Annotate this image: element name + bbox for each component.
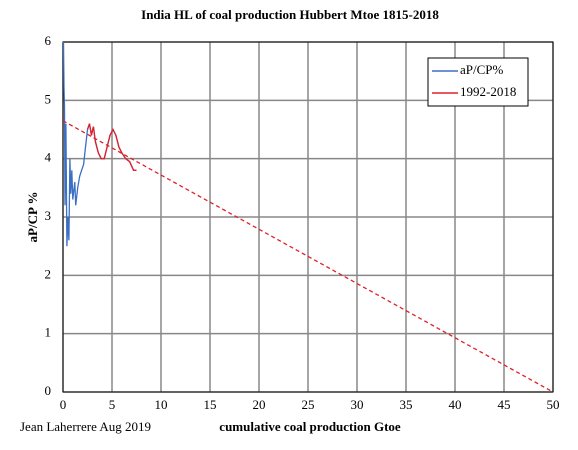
plot-frame — [62, 41, 554, 393]
y-tick-label: 4 — [45, 150, 52, 165]
x-tick-label: 25 — [302, 397, 315, 412]
y-tick-label: 3 — [45, 208, 52, 223]
y-tick-label: 1 — [45, 325, 52, 340]
x-tick-label: 40 — [449, 397, 462, 412]
x-tick-label: 50 — [547, 397, 560, 412]
chart-title: India HL of coal production Hubbert Mtoe… — [141, 7, 439, 22]
x-tick-label: 30 — [351, 397, 364, 412]
x-axis-label: cumulative coal production Gtoe — [219, 419, 401, 434]
y-axis-label: aP/CP % — [25, 192, 40, 243]
x-tick-label: 10 — [155, 397, 168, 412]
x-tick-label: 35 — [400, 397, 413, 412]
x-tick-label: 5 — [109, 397, 116, 412]
x-tick-label: 0 — [60, 397, 67, 412]
data-line — [62, 41, 137, 247]
annotation: Jean Laherrere Aug 2019 — [20, 419, 151, 434]
legend-label: 1992-2018 — [460, 84, 516, 99]
data-line — [86, 123, 137, 171]
legend-label: aP/CP% — [460, 62, 504, 77]
x-tick-label: 45 — [498, 397, 511, 412]
y-tick-label: 6 — [45, 33, 52, 48]
y-tick-label: 5 — [45, 91, 52, 106]
legend-box — [427, 57, 529, 107]
y-tick-label: 2 — [45, 266, 52, 281]
data-line — [62, 120, 554, 393]
x-tick-label: 15 — [204, 397, 217, 412]
y-tick-label: 0 — [45, 383, 52, 398]
x-tick-label: 20 — [253, 397, 266, 412]
